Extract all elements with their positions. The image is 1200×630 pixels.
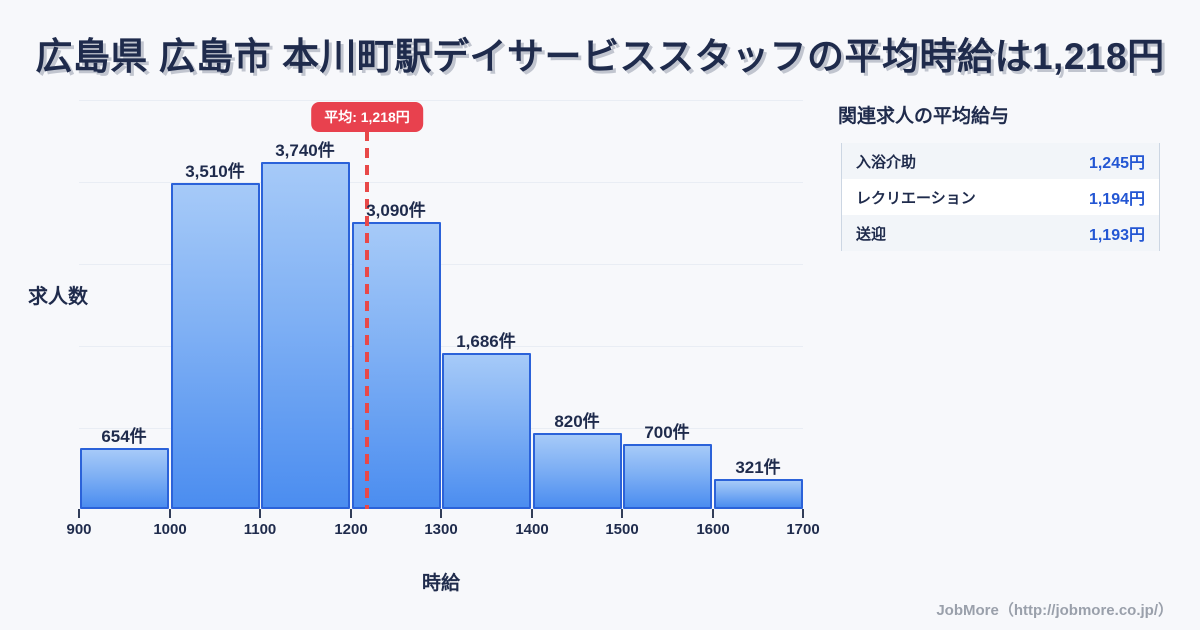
bar-value-label: 3,740件	[275, 141, 335, 160]
histogram-bar	[623, 444, 712, 509]
y-axis-label: 求人数	[28, 286, 88, 308]
page-title: 広島県 広島市 本川町駅デイサービススタッフの平均時給は1,218円	[35, 36, 1165, 77]
x-axis-label: 時給	[421, 573, 460, 594]
x-tick-label: 1500	[605, 521, 639, 538]
x-tick-label: 1600	[696, 521, 730, 538]
bar-value-label: 1,686件	[456, 332, 516, 351]
table-row: 入浴介助 1,245円	[842, 143, 1159, 179]
gridline	[79, 428, 803, 429]
average-badge: 平均: 1,218円	[311, 102, 423, 132]
x-tick	[621, 509, 623, 518]
x-tick-label: 1100	[243, 521, 277, 538]
x-tick-label: 1700	[786, 521, 820, 538]
gridline	[79, 264, 803, 265]
bar-value-label: 654件	[101, 427, 147, 446]
histogram-bar	[171, 183, 260, 509]
job-value: 1,245円	[1088, 155, 1145, 172]
bar-value-label: 321件	[735, 458, 781, 477]
x-tick	[531, 509, 533, 518]
table-row: レクリエーション 1,194円	[842, 179, 1159, 215]
bar-value-label: 3,510件	[185, 162, 245, 181]
gridline	[79, 100, 803, 101]
footer-credit: JobMore（http://jobmore.co.jp/）	[936, 602, 1173, 619]
bar-value-label: 3,090件	[366, 201, 426, 220]
gridline	[79, 346, 803, 347]
x-tick	[712, 509, 714, 518]
average-badge-label: 平均: 1,218円	[324, 109, 410, 125]
histogram-bar	[80, 448, 169, 509]
x-tick-label: 900	[66, 521, 92, 538]
table-row: 送迎 1,193円	[842, 215, 1159, 251]
x-tick	[259, 509, 261, 518]
bar-value-label: 820件	[554, 412, 600, 431]
job-label: 入浴介助	[856, 153, 917, 171]
histogram-bar	[533, 433, 622, 509]
bar-value-label: 700件	[644, 423, 690, 442]
x-tick	[350, 509, 352, 518]
histogram-bar	[442, 353, 531, 509]
x-tick	[802, 509, 804, 518]
job-value: 1,194円	[1088, 191, 1145, 208]
x-tick	[169, 509, 171, 518]
related-jobs-table: 入浴介助 1,245円レクリエーション 1,194円送迎 1,193円	[841, 143, 1160, 251]
histogram-bar	[261, 162, 350, 509]
x-tick-label: 1200	[334, 521, 368, 538]
related-panel-heading: 関連求人の平均給与	[838, 106, 1010, 127]
average-line	[365, 131, 369, 509]
gridline	[79, 182, 803, 183]
x-tick-label: 1000	[153, 521, 187, 538]
x-tick-label: 1400	[515, 521, 549, 538]
x-tick	[78, 509, 80, 518]
x-tick	[440, 509, 442, 518]
job-value: 1,193円	[1088, 227, 1145, 244]
histogram-bar	[714, 479, 803, 509]
job-label: レクリエーション	[856, 189, 976, 207]
job-label: 送迎	[856, 225, 887, 243]
x-tick-label: 1300	[424, 521, 458, 538]
